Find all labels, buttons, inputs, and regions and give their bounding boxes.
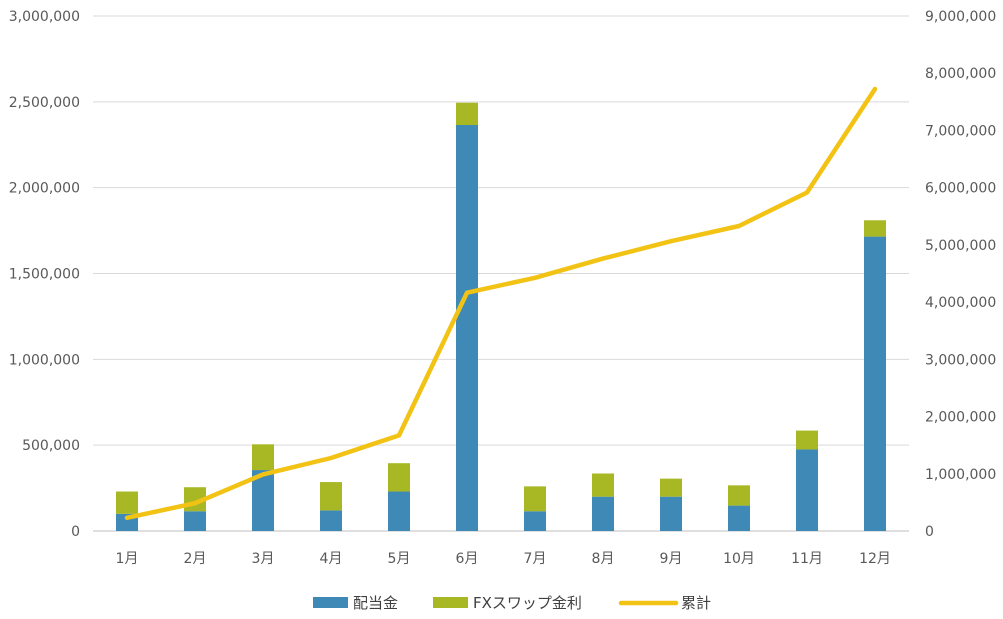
left-tick-label: 2,500,000 — [9, 95, 80, 111]
bar-fx-swap — [864, 220, 886, 237]
bar-dividend — [184, 511, 206, 531]
bar-fx-swap — [320, 482, 342, 511]
right-tick-label: 0 — [925, 524, 934, 540]
right-tick-label: 4,000,000 — [925, 295, 996, 311]
left-tick-label: 500,000 — [22, 438, 80, 454]
bar-fx-swap — [252, 444, 274, 471]
left-tick-label: 1,500,000 — [9, 267, 80, 283]
bar-dividend — [864, 236, 886, 531]
x-tick-label: 5月 — [388, 551, 411, 567]
x-axis-ticks: 1月 2月 3月 4月 5月 6月 7月 8月 9月 10月 11月 12月 — [116, 551, 891, 567]
bar-dividend — [456, 125, 478, 531]
left-tick-label: 1,000,000 — [9, 352, 80, 368]
bar-fx-swap — [592, 473, 614, 497]
right-tick-label: 6,000,000 — [925, 181, 996, 197]
right-tick-label: 2,000,000 — [925, 410, 996, 426]
legend: 配当金 FXスワップ金利 累計 — [313, 594, 711, 612]
right-tick-label: 3,000,000 — [925, 352, 996, 368]
right-tick-label: 1,000,000 — [925, 467, 996, 483]
legend-swatch — [313, 597, 348, 608]
bar-fx-swap — [796, 430, 818, 450]
bar-fx-swap — [116, 491, 138, 514]
x-tick-label: 12月 — [859, 551, 891, 567]
left-tick-label: 3,000,000 — [9, 9, 80, 25]
x-tick-label: 10月 — [723, 551, 755, 567]
right-axis-ticks: 0 1,000,000 2,000,000 3,000,000 4,000,000 5,0… — [925, 9, 996, 540]
bar-dividend — [252, 470, 274, 531]
right-tick-label: 9,000,000 — [925, 9, 996, 25]
x-tick-label: 7月 — [524, 551, 547, 567]
right-tick-label: 8,000,000 — [925, 66, 996, 82]
line-cumulative — [124, 86, 878, 521]
legend-label: FXスワップ金利 — [473, 594, 582, 612]
x-tick-label: 3月 — [252, 551, 275, 567]
bar-fx-swap — [456, 102, 478, 126]
x-tick-label: 1月 — [116, 551, 139, 567]
bar-dividend — [524, 511, 546, 531]
legend-label: 累計 — [681, 594, 711, 612]
line-series — [124, 86, 878, 521]
right-tick-label: 5,000,000 — [925, 238, 996, 254]
x-tick-label: 11月 — [791, 551, 823, 567]
bar-dividend — [320, 510, 342, 531]
x-tick-label: 2月 — [184, 551, 207, 567]
left-tick-label: 0 — [71, 524, 80, 540]
bar-fx-swap — [388, 463, 410, 492]
bar-dividend — [728, 505, 750, 531]
x-tick-label: 9月 — [660, 551, 683, 567]
bar-fx-swap — [728, 485, 750, 506]
right-tick-label: 7,000,000 — [925, 123, 996, 139]
x-tick-label: 8月 — [592, 551, 615, 567]
bar-fx-swap — [660, 478, 682, 497]
left-axis-ticks: 0 500,000 1,000,000 1,500,000 2,000,000 2,500… — [9, 9, 80, 540]
x-tick-label: 4月 — [320, 551, 343, 567]
gridlines — [93, 15, 909, 532]
bar-dividend — [388, 491, 410, 531]
left-tick-label: 2,000,000 — [9, 181, 80, 197]
bar-dividend — [660, 496, 682, 531]
bar-dividend — [592, 496, 614, 531]
bar-series — [116, 102, 886, 531]
legend-swatch — [433, 597, 468, 608]
bar-dividend — [796, 449, 818, 531]
x-tick-label: 6月 — [456, 551, 479, 567]
bar-fx-swap — [524, 486, 546, 512]
legend-label: 配当金 — [353, 594, 398, 612]
